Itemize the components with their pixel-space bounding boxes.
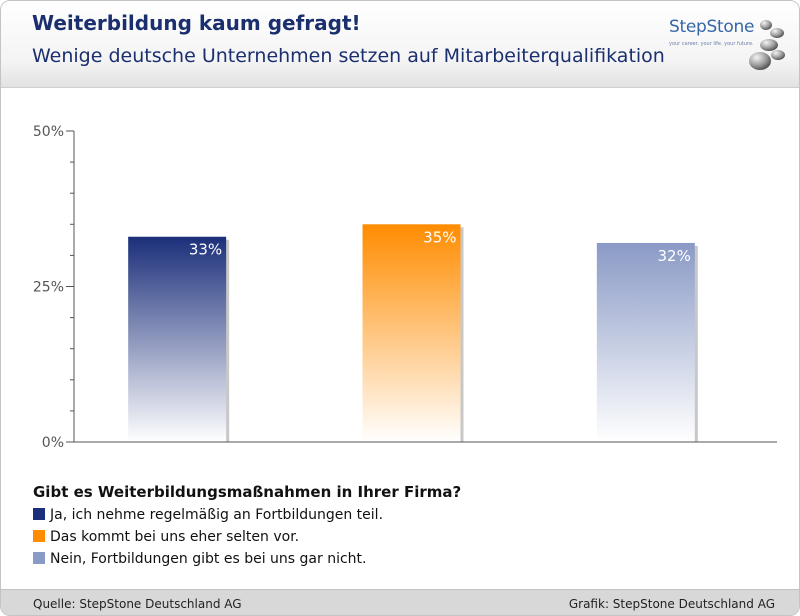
page-title: Weiterbildung kaum gefragt!	[32, 11, 361, 35]
legend-swatch	[33, 552, 45, 564]
y-tick-label: 0%	[42, 435, 64, 451]
legend-label: Ja, ich nehme regelmäßig an Fortbildunge…	[50, 507, 384, 523]
bar-value-label: 33%	[189, 241, 222, 259]
y-tick-label: 50%	[33, 124, 64, 140]
y-tick-label: 25%	[33, 280, 64, 296]
legend-item-selten: Das kommt bei uns eher selten vor.	[33, 529, 299, 547]
bar-value-label: 35%	[423, 228, 456, 246]
bar-value-label: 32%	[657, 247, 690, 265]
graphic-credit: Grafik: StepStone Deutschland AG	[568, 597, 775, 611]
legend-item-nein: Nein, Fortbildungen gibt es bei uns gar …	[33, 551, 366, 569]
footer: Quelle: StepStone Deutschland AG Grafik:…	[1, 589, 799, 615]
bar-2	[596, 242, 695, 442]
logo-text: StepStone	[669, 17, 755, 37]
bar-0	[128, 236, 227, 442]
legend-label: Nein, Fortbildungen gibt es bei uns gar …	[50, 551, 367, 567]
source-text: Quelle: StepStone Deutschland AG	[33, 597, 242, 611]
bar-1	[362, 224, 461, 442]
header: Weiterbildung kaum gefragt! Wenige deuts…	[1, 1, 799, 88]
stepstone-logo: StepStone your career. your life. your f…	[669, 11, 791, 79]
logo-tagline: your career. your life. your future.	[669, 41, 754, 47]
legend-label: Das kommt bei uns eher selten vor.	[50, 529, 300, 545]
stones-icon	[749, 20, 785, 70]
page-subtitle: Wenige deutsche Unternehmen setzen auf M…	[32, 45, 665, 67]
legend-swatch	[33, 530, 45, 542]
legend-item-ja: Ja, ich nehme regelmäßig an Fortbildunge…	[33, 507, 383, 525]
legend-title: Gibt es Weiterbildungsmaßnahmen in Ihrer…	[33, 483, 462, 501]
legend-swatch	[33, 508, 45, 520]
